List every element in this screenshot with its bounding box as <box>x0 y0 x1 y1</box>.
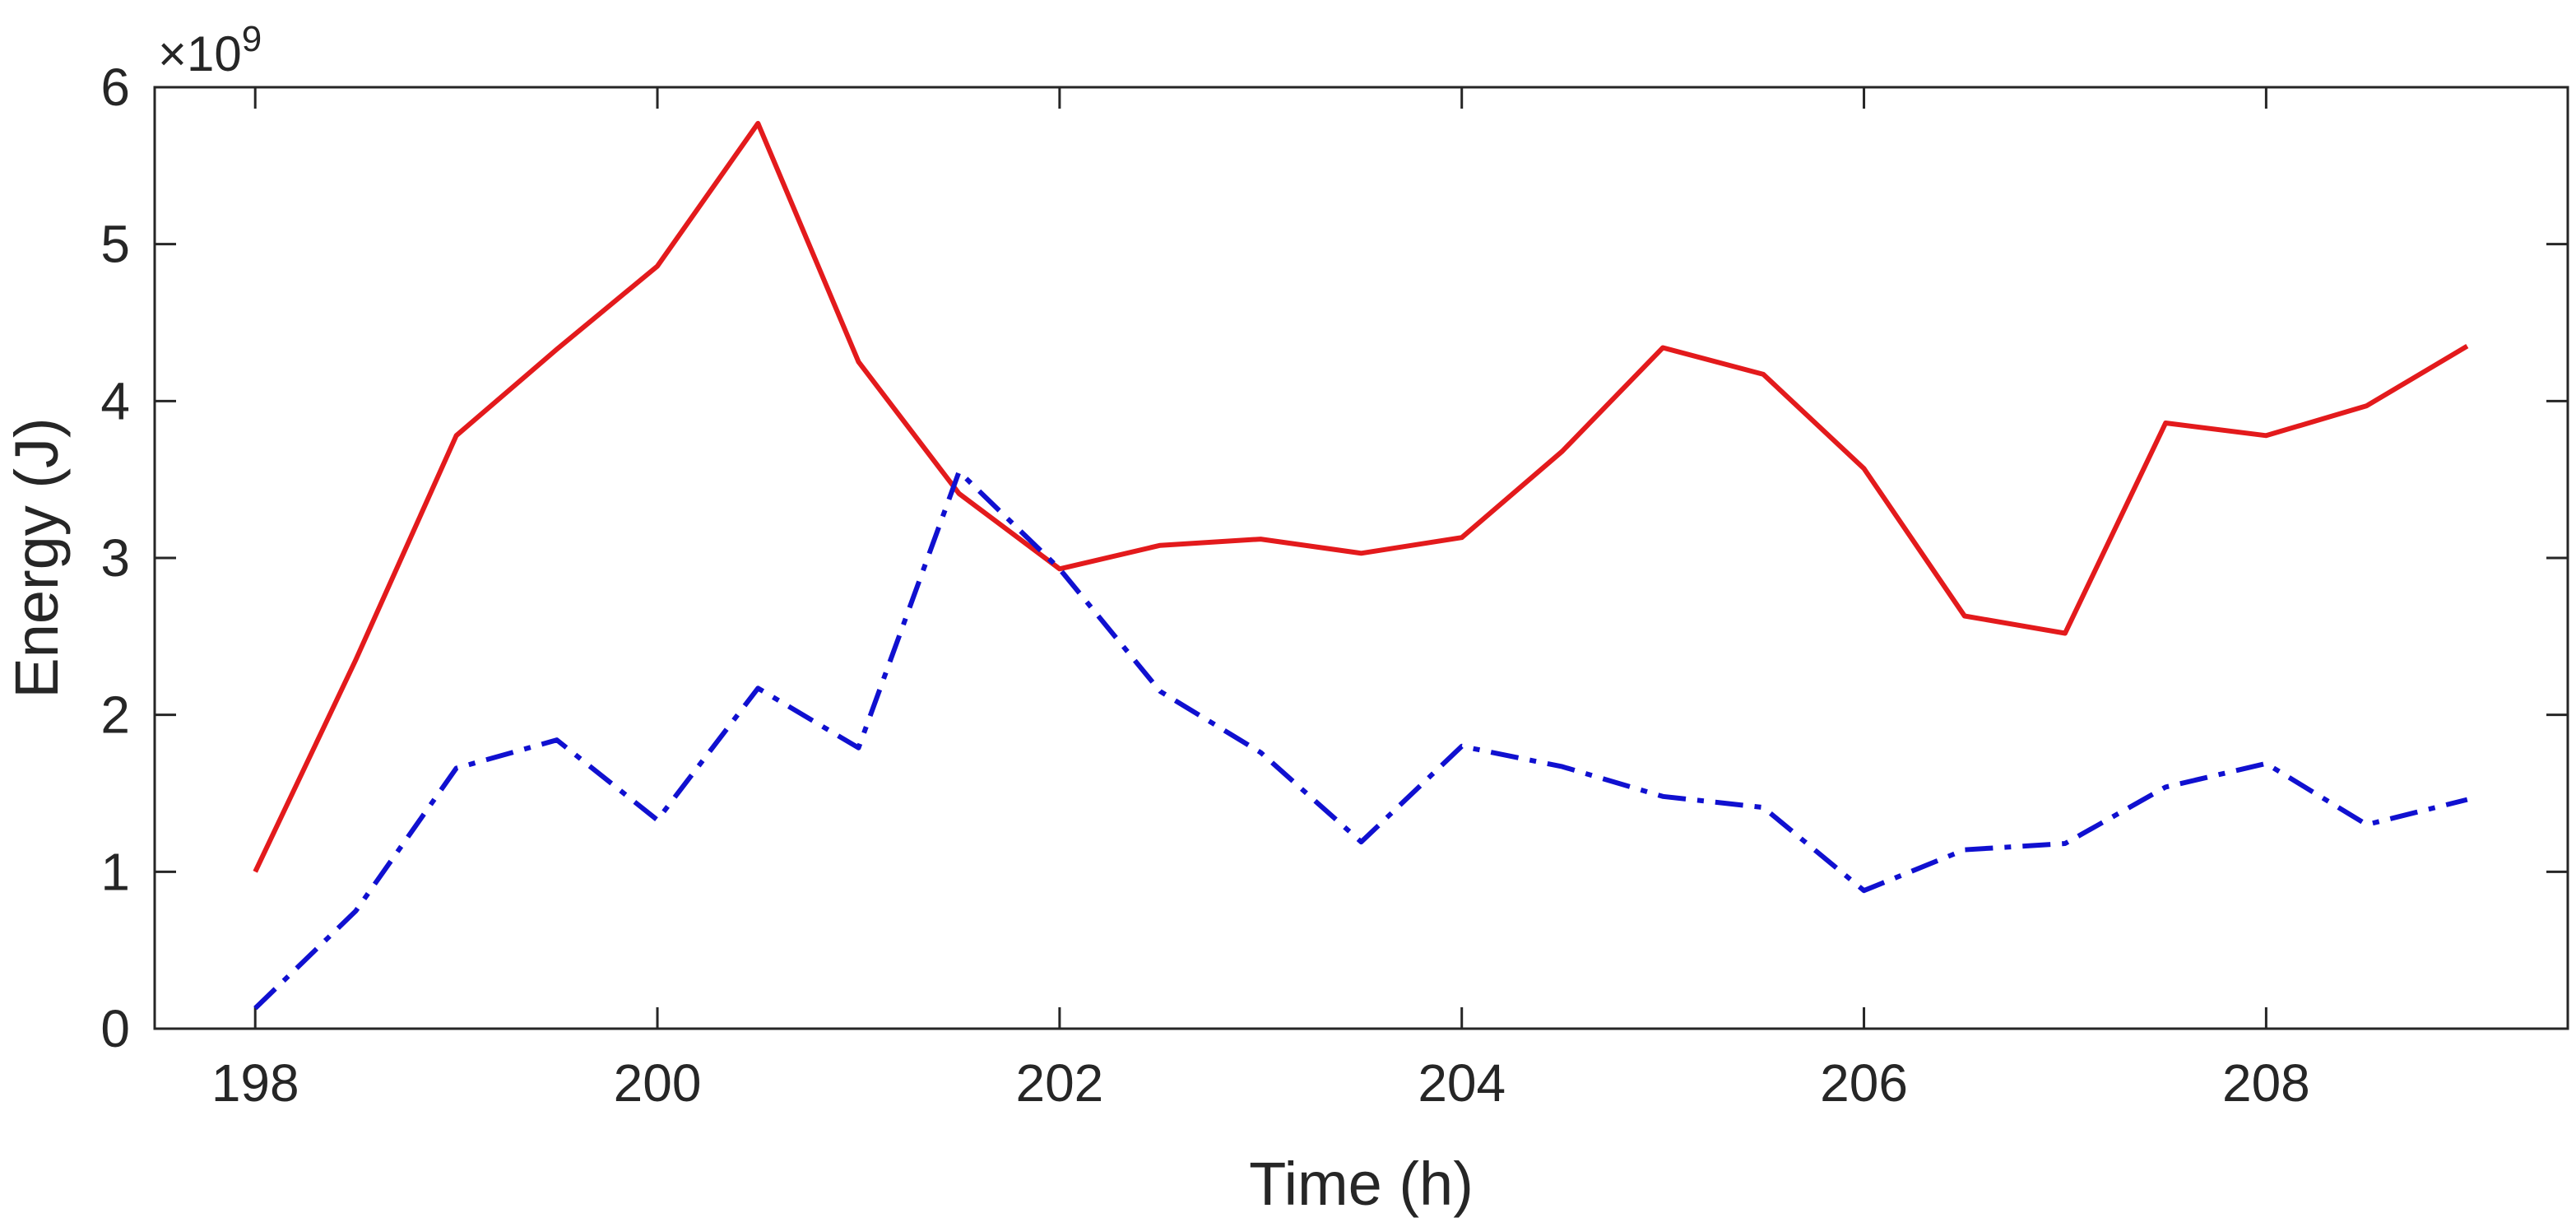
series-line-1 <box>253 120 2469 873</box>
y-axis-multiplier: ×109 <box>158 19 262 82</box>
y-tick-label: 6 <box>100 58 130 117</box>
x-tick-label: 202 <box>1015 1053 1103 1113</box>
plot-area-border <box>153 86 2569 1030</box>
y-tick-label: 4 <box>100 371 130 430</box>
y-multiplier-base: ×10 <box>158 26 242 81</box>
axis-ticks: 198 200 202 204 206 208 0 1 2 3 4 5 6 <box>100 58 2568 1113</box>
y-tick-label: 2 <box>100 686 130 745</box>
y-axis-label: Energy (J) <box>2 417 71 698</box>
y-tick-label: 5 <box>100 215 130 274</box>
x-tick-label: 206 <box>1820 1053 1908 1113</box>
y-tick-label: 1 <box>100 842 130 901</box>
x-tick-label: 204 <box>1418 1053 1506 1113</box>
x-tick-label: 200 <box>614 1053 702 1113</box>
x-axis-label: Time (h) <box>1249 1150 1474 1218</box>
data-series <box>253 120 2469 1011</box>
y-tick-label: 3 <box>100 528 130 588</box>
y-multiplier-exponent: 9 <box>242 19 262 59</box>
x-tick-label: 208 <box>2222 1053 2310 1113</box>
y-tick-label: 0 <box>100 999 130 1058</box>
series-line-2 <box>253 469 2468 1011</box>
axes-frame <box>153 86 2569 1030</box>
x-tick-label: 198 <box>211 1053 299 1113</box>
